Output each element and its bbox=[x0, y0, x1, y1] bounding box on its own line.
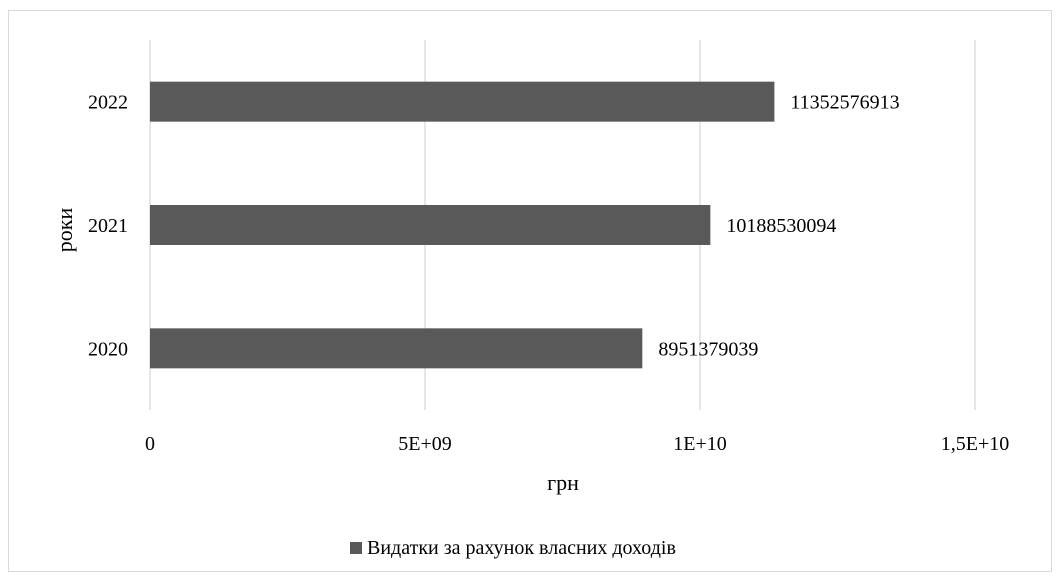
bars bbox=[150, 81, 775, 369]
bar bbox=[150, 328, 643, 369]
data-label: 11352576913 bbox=[790, 92, 899, 114]
category-label: 2020 bbox=[88, 338, 128, 360]
category-label: 2022 bbox=[88, 92, 128, 114]
data-labels: 11352576913 10188530094 8951379039 bbox=[658, 92, 899, 361]
x-tick-label: 5E+09 bbox=[398, 433, 452, 455]
legend-swatch bbox=[350, 542, 362, 554]
x-tick-labels: 0 5E+09 1E+10 1,5E+10 bbox=[145, 433, 1009, 455]
y-axis-title: роки bbox=[52, 208, 77, 253]
data-label: 10188530094 bbox=[726, 215, 836, 237]
bar bbox=[150, 205, 711, 245]
category-label: 2021 bbox=[88, 215, 128, 237]
x-axis-title: грн bbox=[547, 470, 579, 495]
x-tick-label: 1,5E+10 bbox=[941, 433, 1010, 455]
x-tick-label: 1E+10 bbox=[673, 433, 727, 455]
x-tick-label: 0 bbox=[145, 433, 155, 455]
bar bbox=[150, 81, 775, 122]
legend: Видатки за рахунок власних доходів bbox=[350, 537, 676, 559]
data-label: 8951379039 bbox=[658, 338, 758, 360]
category-labels: 2022 2021 2020 bbox=[88, 92, 128, 361]
legend-label: Видатки за рахунок власних доходів bbox=[367, 537, 676, 559]
